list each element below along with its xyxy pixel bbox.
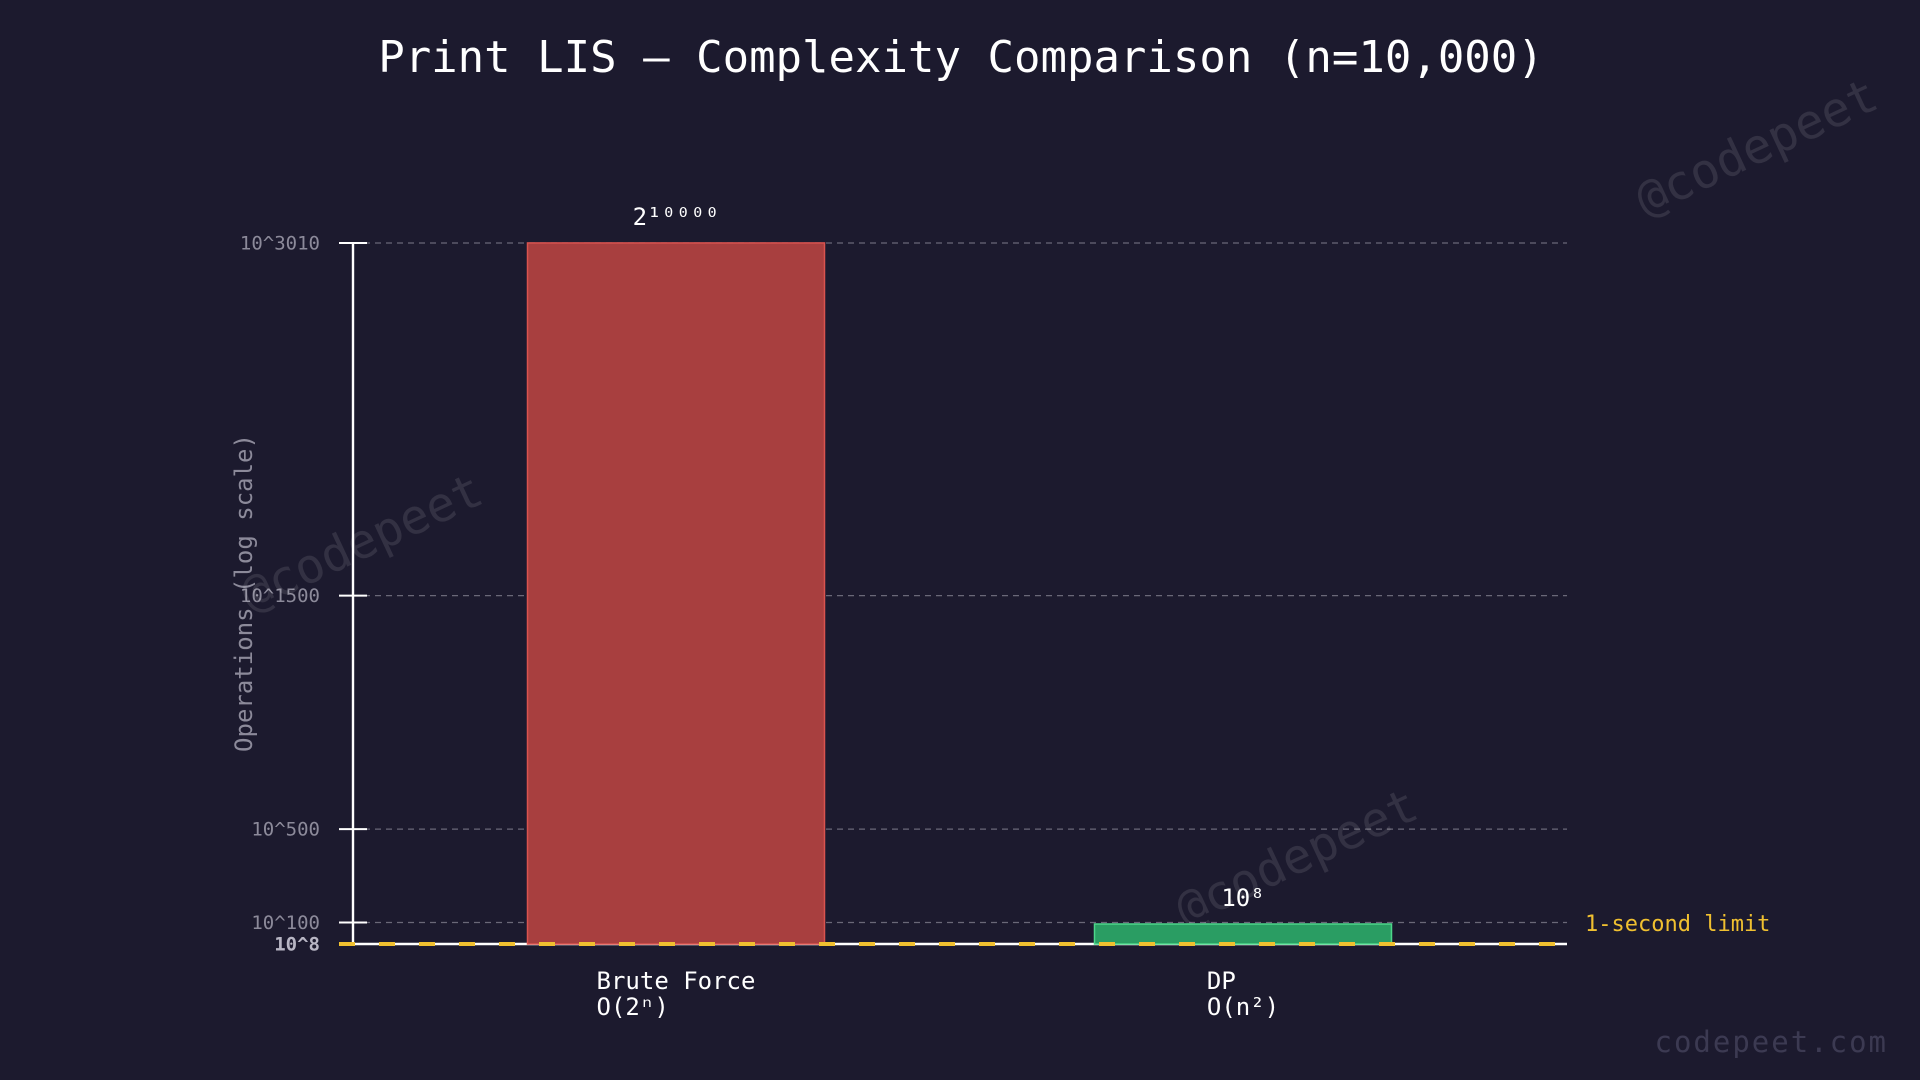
x-tick-sublabel: O(n²) <box>1207 993 1279 1021</box>
bar <box>526 242 826 945</box>
y-axis-label: Operations (log scale) <box>230 434 258 752</box>
footer: codepeet.com <box>1654 1025 1888 1059</box>
y-tick-label: 10^1500 <box>240 585 320 607</box>
value-label: 10⁸ <box>1221 884 1264 912</box>
x-tick-label: Brute Force <box>597 967 756 995</box>
x-tick-label: DP <box>1207 967 1236 995</box>
y-tick-label: 10^100 <box>251 912 320 934</box>
value-label: 2¹⁰⁰⁰⁰ <box>633 203 720 231</box>
bar <box>1093 923 1393 945</box>
y-tick-label: 10^3010 <box>240 233 320 255</box>
reference-label: 1-second limit <box>1585 912 1770 937</box>
x-tick-sublabel: O(2ⁿ) <box>597 993 669 1021</box>
chart-title: Print LIS — Complexity Comparison (n=10,… <box>378 32 1544 83</box>
y-tick-label: 10^500 <box>251 819 320 841</box>
y-tick-label: 10^8 <box>274 934 320 956</box>
